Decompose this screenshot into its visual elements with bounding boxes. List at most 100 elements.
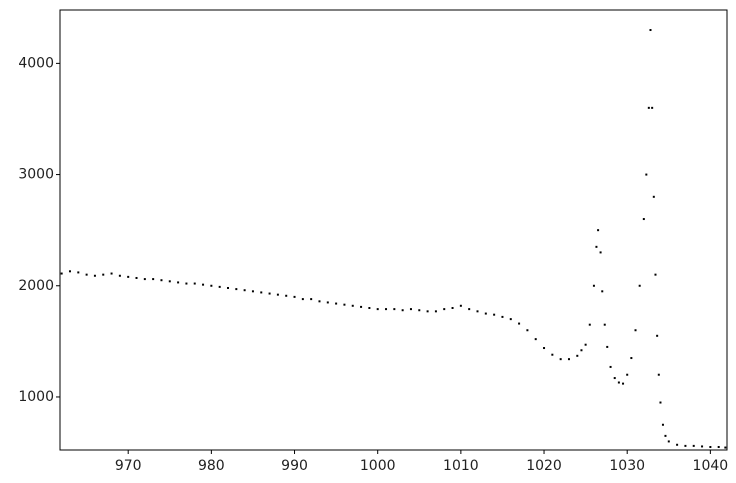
data-point bbox=[580, 349, 583, 352]
data-point bbox=[654, 273, 657, 276]
data-point bbox=[135, 276, 138, 279]
data-point bbox=[468, 308, 471, 311]
data-point bbox=[626, 373, 629, 376]
y-tick-label: 1000 bbox=[18, 389, 54, 405]
data-point bbox=[652, 195, 655, 198]
data-point bbox=[318, 300, 321, 303]
data-point bbox=[592, 284, 595, 287]
data-point bbox=[426, 310, 429, 313]
data-point bbox=[335, 302, 338, 305]
data-point bbox=[152, 278, 155, 281]
data-point bbox=[501, 315, 504, 318]
data-point bbox=[102, 273, 105, 276]
data-point bbox=[118, 274, 121, 277]
data-point bbox=[168, 280, 171, 283]
data-point bbox=[243, 289, 246, 292]
data-point bbox=[368, 307, 371, 310]
data-point bbox=[617, 381, 620, 384]
data-point bbox=[127, 275, 130, 278]
data-point bbox=[185, 282, 188, 285]
data-point bbox=[651, 106, 654, 109]
data-point bbox=[567, 358, 570, 361]
data-point bbox=[434, 310, 437, 313]
data-point bbox=[534, 338, 537, 341]
data-point bbox=[601, 290, 604, 293]
data-point bbox=[597, 229, 600, 232]
data-point bbox=[193, 282, 196, 285]
data-point bbox=[664, 434, 667, 437]
data-point bbox=[459, 304, 462, 307]
data-point bbox=[630, 357, 633, 360]
data-point bbox=[642, 218, 645, 221]
data-point bbox=[93, 274, 96, 277]
data-point bbox=[692, 444, 695, 447]
data-point bbox=[599, 251, 602, 254]
data-point bbox=[210, 284, 213, 287]
data-point bbox=[360, 305, 363, 308]
y-tick-label: 4000 bbox=[18, 55, 54, 71]
data-point bbox=[659, 401, 662, 404]
data-point bbox=[343, 303, 346, 306]
y-tick-label: 2000 bbox=[18, 278, 54, 294]
data-point bbox=[393, 308, 396, 311]
data-point bbox=[676, 443, 679, 446]
data-point bbox=[493, 313, 496, 316]
data-point bbox=[218, 285, 221, 288]
x-tick-label: 990 bbox=[281, 458, 308, 474]
data-point bbox=[160, 279, 163, 282]
data-point bbox=[443, 308, 446, 311]
data-point bbox=[647, 106, 650, 109]
x-tick-label: 1000 bbox=[360, 458, 396, 474]
data-point bbox=[576, 354, 579, 357]
data-point bbox=[285, 294, 288, 297]
data-point bbox=[551, 353, 554, 356]
data-point bbox=[235, 288, 238, 291]
data-point bbox=[451, 307, 454, 310]
data-point bbox=[177, 281, 180, 284]
data-point bbox=[202, 283, 205, 286]
data-point bbox=[476, 310, 479, 313]
data-point bbox=[60, 272, 63, 275]
data-point bbox=[68, 270, 71, 273]
data-point bbox=[326, 301, 329, 304]
data-point bbox=[709, 445, 712, 448]
data-point bbox=[606, 345, 609, 348]
data-point bbox=[724, 446, 727, 449]
data-point bbox=[418, 309, 421, 312]
data-point bbox=[701, 445, 704, 448]
data-point bbox=[622, 382, 625, 385]
data-point bbox=[634, 329, 637, 332]
data-point bbox=[293, 295, 296, 298]
data-point bbox=[301, 298, 304, 301]
data-point bbox=[310, 298, 313, 301]
data-point bbox=[376, 308, 379, 311]
data-point bbox=[584, 343, 587, 346]
data-point bbox=[260, 291, 263, 294]
data-point bbox=[656, 334, 659, 337]
x-tick-label: 1010 bbox=[443, 458, 479, 474]
data-point bbox=[268, 292, 271, 295]
data-point bbox=[657, 373, 660, 376]
data-point bbox=[351, 304, 354, 307]
data-point bbox=[595, 245, 598, 248]
data-point bbox=[526, 329, 529, 332]
data-point bbox=[276, 293, 279, 296]
data-point bbox=[409, 308, 412, 311]
data-point bbox=[484, 312, 487, 315]
data-point bbox=[85, 273, 88, 276]
data-point bbox=[110, 272, 113, 275]
data-point bbox=[518, 322, 521, 325]
data-point bbox=[226, 286, 229, 289]
data-point bbox=[588, 323, 591, 326]
plot-frame bbox=[59, 9, 728, 451]
data-point bbox=[143, 278, 146, 281]
y-tick-label: 3000 bbox=[18, 167, 54, 183]
data-point bbox=[609, 365, 612, 368]
data-point bbox=[661, 423, 664, 426]
data-point bbox=[603, 323, 606, 326]
x-tick-label: 970 bbox=[115, 458, 142, 474]
data-point bbox=[559, 358, 562, 361]
data-point bbox=[613, 377, 616, 380]
data-point bbox=[77, 271, 80, 274]
data-point bbox=[543, 347, 546, 350]
